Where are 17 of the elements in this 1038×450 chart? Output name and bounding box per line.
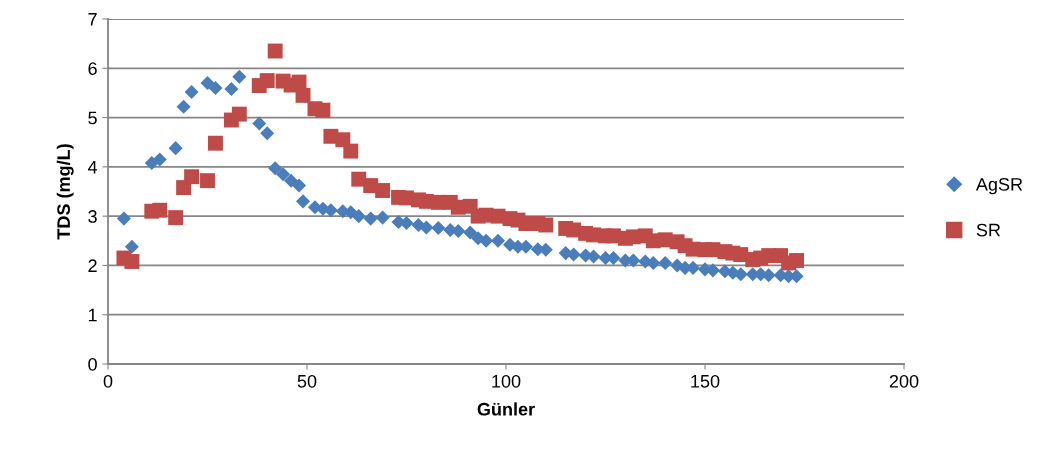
y-tick-label: 1 [88,308,97,322]
x-axis-title: Günler [477,402,535,416]
y-tick-label: 7 [88,13,97,26]
x-tick-label: 100 [492,374,521,388]
y-tick-label: 2 [88,259,97,272]
x-tick-label: 0 [103,374,113,388]
y-tick-label: 3 [88,210,97,223]
x-tick-label: 50 [297,374,317,388]
y-tick-label: 5 [88,111,97,125]
x-tick-label: 200 [889,374,919,388]
legend-label: AgSR [975,177,1023,195]
legend-label: SR [976,223,1001,237]
x-tick-label: 150 [691,374,720,388]
y-tick-label: 6 [88,62,97,76]
y-tick-label: 4 [87,160,98,174]
y-tick-label: 0 [88,357,97,371]
y-axis-title: TDS (mg/L) [56,144,74,240]
